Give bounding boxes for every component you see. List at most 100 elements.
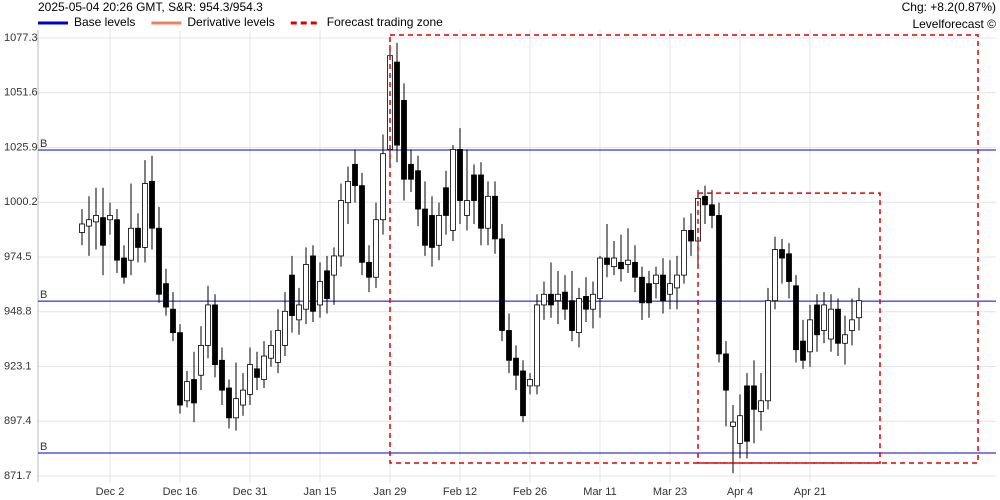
candle-body [282, 310, 288, 346]
candle-body [464, 200, 470, 216]
candle-body [324, 270, 330, 299]
candle-body [240, 389, 246, 406]
candle-body [786, 253, 792, 282]
candle-body [394, 61, 400, 146]
candle-body [401, 100, 407, 180]
candle-body [849, 319, 855, 331]
candle-body [79, 223, 85, 233]
forecast-zone [697, 192, 881, 464]
y-tick-label: 1025.9 [4, 141, 38, 153]
x-tick-label: Dec 2 [96, 486, 125, 498]
header: 2025-05-04 20:26 GMT, S&R: 954.3/954.3 [38, 0, 263, 14]
candle-body [814, 304, 820, 336]
y-tick-label: 1000.2 [4, 196, 38, 208]
candle-body [345, 180, 351, 204]
candle-body [191, 379, 197, 404]
candle-body [331, 255, 337, 276]
x-tick-label: Apr 4 [727, 486, 753, 498]
candle-body [457, 149, 463, 201]
y-tick-label: 974.5 [4, 251, 32, 263]
candle-body [793, 285, 799, 351]
x-tick-label: Jan 29 [373, 486, 406, 498]
candle-body [170, 308, 176, 334]
candle-body [380, 153, 386, 221]
candle-body [520, 370, 526, 417]
candle-body [303, 264, 309, 310]
candle-body [289, 274, 295, 316]
y-tick-label: 1077.3 [4, 32, 38, 44]
candle-body [408, 163, 414, 180]
candle-body [443, 187, 449, 216]
candle-body [583, 296, 589, 310]
candle-body [149, 180, 155, 229]
candle-body [499, 238, 505, 331]
candle-body [114, 219, 120, 261]
candle-body [296, 304, 302, 321]
y-tick-label: 871.7 [4, 470, 32, 482]
candle-body [219, 359, 225, 391]
candle-body [660, 274, 666, 302]
candle-body [548, 293, 554, 306]
level-label: B [40, 138, 47, 150]
candle-body [373, 219, 379, 278]
candle-body [429, 215, 435, 248]
candle-body [702, 195, 708, 206]
forecast-zone [389, 34, 979, 464]
candle-body [541, 293, 547, 306]
level-label: B [40, 289, 47, 301]
candle-body [562, 291, 568, 310]
candle-body [681, 229, 687, 276]
candle-body [534, 304, 540, 387]
y-tick-label: 923.1 [4, 360, 32, 372]
candle-body [751, 385, 757, 410]
candle-body [107, 215, 113, 221]
candle-body [807, 319, 813, 353]
candle-body [576, 298, 582, 334]
candle-body [625, 259, 631, 265]
candle-body [555, 293, 561, 302]
candle-body [93, 215, 99, 223]
candle-body [254, 368, 260, 378]
candle-body [527, 379, 533, 387]
candle-body [765, 300, 771, 402]
candle-body [471, 174, 477, 201]
candle-body [828, 308, 834, 340]
candle-body [317, 281, 323, 306]
candle-body [835, 308, 841, 344]
credit: Levelforecast © [912, 17, 996, 31]
candle-body [723, 353, 729, 391]
candle-body [366, 261, 372, 278]
candle-body [821, 304, 827, 331]
candle-body [709, 204, 715, 216]
candle-body [163, 283, 169, 308]
y-tick-label: 948.8 [4, 306, 32, 318]
candle-body [233, 398, 239, 419]
candle-body [128, 227, 134, 261]
candle-body [205, 304, 211, 346]
candle-body [177, 332, 183, 406]
candle-body [513, 357, 519, 376]
legend-label: Base levels [74, 15, 135, 29]
candle-body [275, 330, 281, 363]
candle-body [247, 364, 253, 395]
candle-body [569, 300, 575, 331]
candle-body [135, 227, 141, 248]
candle-body [604, 257, 610, 265]
candle-body [121, 257, 127, 278]
y-tick-label: 1051.6 [4, 87, 38, 99]
legend-label: Forecast trading zone [327, 15, 443, 29]
candle-body [772, 249, 778, 302]
x-tick-label: Feb 12 [443, 486, 477, 498]
candle-body [856, 300, 862, 319]
candle-body [842, 334, 848, 344]
candle-body [779, 249, 785, 259]
change: Chg: +8.2(0.87%) [902, 0, 996, 14]
x-tick-label: Feb 26 [513, 486, 547, 498]
candle-body [86, 219, 92, 227]
candle-body [226, 387, 232, 419]
candle-body [359, 185, 365, 263]
x-tick-label: Jan 15 [303, 486, 336, 498]
candle-body [611, 257, 617, 267]
candle-body [156, 227, 162, 295]
